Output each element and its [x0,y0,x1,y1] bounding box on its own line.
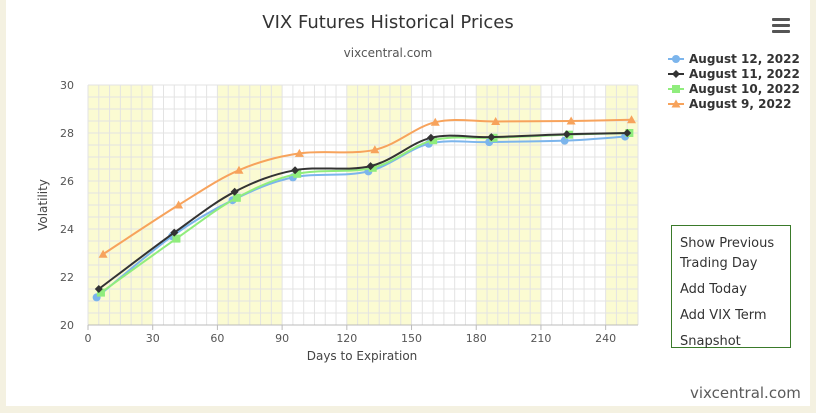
x-axis-title: Days to Expiration [307,349,418,363]
x-tick-label: 30 [146,332,160,345]
hamburger-menu-icon[interactable] [772,18,790,34]
series-line [95,135,626,299]
chart-subtitle: vixcentral.com [344,46,433,60]
series-line [98,132,628,290]
legend-item[interactable]: August 11, 2022 [668,67,800,81]
x-tick-label: 180 [466,332,487,345]
y-tick-label: 30 [60,79,74,92]
series-2 [94,129,632,293]
data-point[interactable] [566,116,576,125]
data-point[interactable] [96,288,105,297]
legend-label: August 12, 2022 [689,52,800,66]
data-point[interactable] [293,169,302,178]
y-axis-title: Volatility [36,179,50,231]
legend-label: August 11, 2022 [689,67,800,81]
x-tick-label: 120 [336,332,357,345]
axes: 0 30 60 90 120 150 180 210 240 20 22 24 26 28 30 [60,79,638,345]
data-point[interactable] [370,145,380,154]
data-point[interactable] [291,166,300,175]
series-group [92,115,637,302]
x-tick-label: 240 [595,332,616,345]
chart-title: VIX Futures Historical Prices [262,12,513,33]
legend-label: August 9, 2022 [689,97,792,111]
legend-marker[interactable] [672,55,680,63]
y-tick-label: 26 [60,175,74,188]
data-point[interactable] [232,193,241,202]
data-point[interactable] [366,162,375,171]
data-point[interactable] [426,133,435,142]
data-point[interactable] [294,148,304,157]
menu-item-snapshot[interactable]: Snapshot [680,334,741,349]
context-menu: Show Previous Trading Day Add Today Add … [671,225,791,349]
data-point[interactable] [170,228,179,237]
data-point[interactable] [94,285,103,293]
data-point[interactable] [174,200,184,209]
watermark-text: vixcentral.com [690,384,801,402]
legend-marker[interactable] [671,99,681,108]
data-point[interactable] [172,234,181,243]
data-point[interactable] [562,130,571,139]
legend-item[interactable]: August 10, 2022 [668,82,800,96]
data-point[interactable] [230,187,239,196]
data-point[interactable] [98,249,108,258]
x-tick-label: 0 [85,332,92,345]
data-point[interactable] [623,129,632,137]
menu-item-show-previous-trading-day[interactable]: Show Previous Trading Day [680,236,775,271]
legend-marker[interactable] [672,85,680,93]
data-point[interactable] [487,133,496,142]
legend-item[interactable]: August 9, 2022 [668,97,792,111]
legend-label: August 10, 2022 [689,82,800,96]
y-tick-label: 28 [60,127,74,140]
x-tick-label: 210 [530,332,551,345]
legend-marker[interactable] [672,70,680,78]
data-point[interactable] [430,117,440,126]
y-tick-label: 22 [60,271,74,284]
data-point[interactable] [429,136,438,145]
y-tick-label: 20 [60,319,74,332]
data-point[interactable] [234,165,244,174]
x-tick-label: 60 [210,332,224,345]
menu-item-add-vix-term[interactable]: Add VIX Term [680,308,767,323]
x-tick-label: 150 [401,332,422,345]
y-tick-label: 24 [60,223,74,236]
series-4 [98,115,637,258]
x-tick-label: 90 [275,332,289,345]
menu-item-add-today[interactable]: Add Today [680,282,747,297]
data-point[interactable] [627,115,637,124]
data-point[interactable] [491,116,501,125]
legend-item[interactable]: August 12, 2022 [668,52,800,66]
